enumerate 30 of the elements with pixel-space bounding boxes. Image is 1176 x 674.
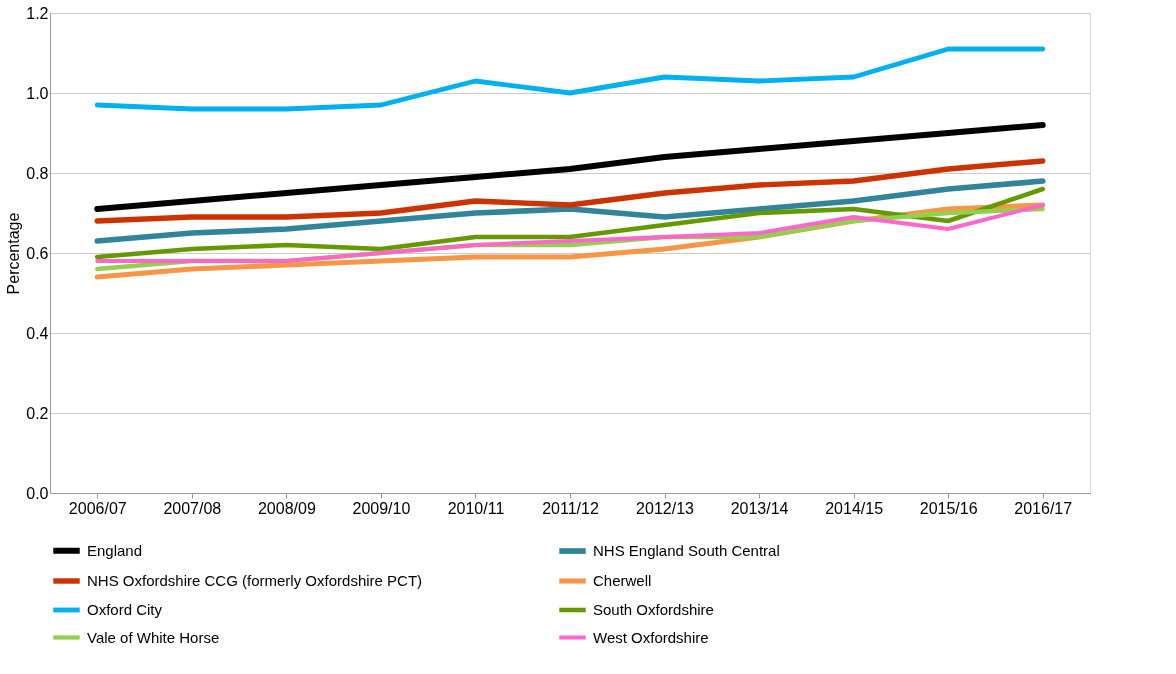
legend-label: West Oxfordshire: [593, 628, 709, 646]
line-series: [94, 46, 1046, 112]
x-tick-label: 2010/11: [447, 499, 505, 517]
x-tick-label: 2016/17: [1014, 499, 1073, 517]
legend-label: Cherwell: [593, 572, 652, 589]
y-tick-label: 1.2: [26, 4, 49, 22]
x-tick-label: 2006/07: [68, 499, 127, 517]
legend-label: NHS England South Central: [593, 542, 780, 560]
y-tick-label: 0.8: [26, 164, 49, 182]
line-series: [95, 203, 1045, 263]
x-tick-label: 2009/10: [352, 499, 411, 517]
y-tick-label: 0.4: [26, 324, 49, 342]
x-tick-label: 2012/13: [636, 499, 695, 517]
legend-label: South Oxfordshire: [593, 601, 714, 618]
legend-label: Oxford City: [87, 601, 163, 618]
legend-label: NHS Oxfordshire CCG (formerly Oxfordshire PCT): [87, 572, 423, 589]
x-tick-label: 2014/15: [825, 499, 884, 517]
x-tick-label: 2013/14: [730, 499, 789, 517]
x-tick-label: 2007/08: [163, 499, 222, 517]
legend-label: Vale of White Horse: [87, 628, 220, 646]
x-tick-label: 2011/12: [542, 499, 599, 517]
x-tick-label: 2015/16: [919, 499, 978, 517]
line-series: [94, 186, 1046, 260]
y-tick-label: 0.2: [26, 404, 49, 422]
legend-label: England: [87, 541, 143, 559]
y-tick-label: 0.0: [26, 484, 49, 502]
y-tick-label: 1.0: [26, 84, 49, 102]
y-axis-title: Percentage: [5, 212, 23, 295]
y-tick-label: 0.6: [26, 244, 49, 262]
x-tick-label: 2008/09: [257, 499, 316, 517]
